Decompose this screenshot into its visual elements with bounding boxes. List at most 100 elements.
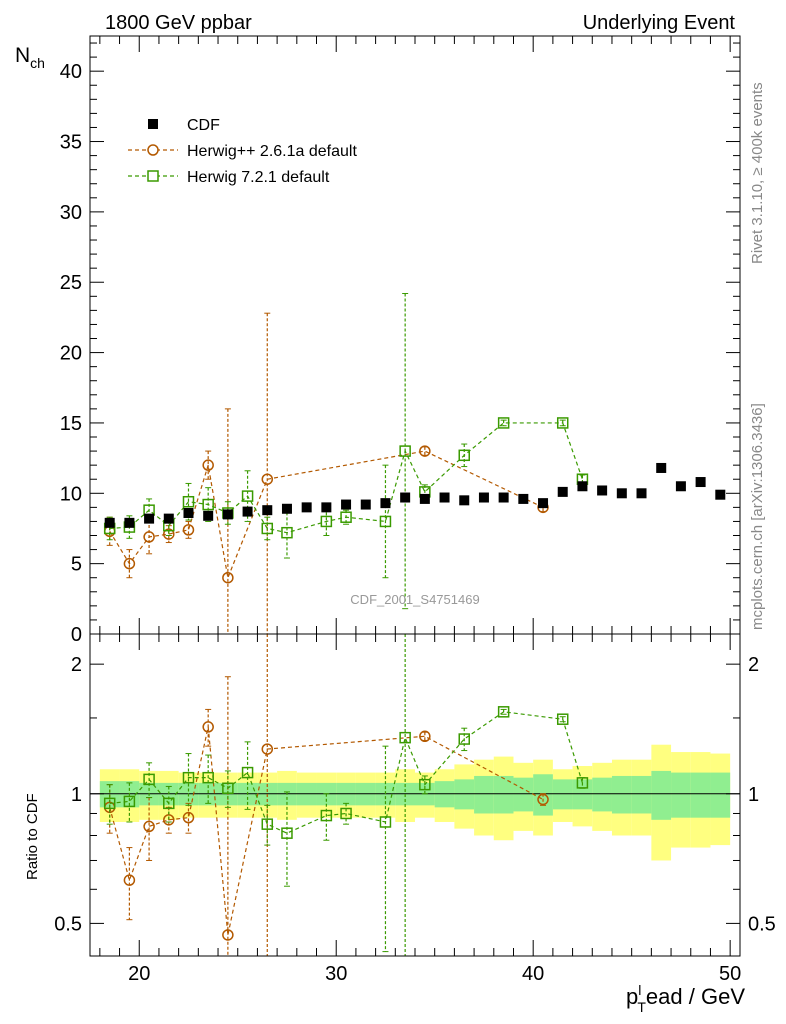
side-mcplots-label: mcplots.cern.ch [arXiv:1306.3436] bbox=[749, 403, 766, 630]
herwigpp-main-point bbox=[123, 557, 136, 570]
cdf-main-point bbox=[419, 493, 430, 504]
herwig7-ratio-point bbox=[320, 809, 333, 822]
cdf-main-point bbox=[183, 507, 194, 518]
ratio-ytick-label-right: 2 bbox=[748, 654, 759, 676]
ratio-band-green bbox=[474, 775, 494, 814]
ratio-ytick-label: 1 bbox=[71, 784, 82, 806]
cdf-main-point bbox=[597, 485, 608, 496]
side-rivet-label: Rivet 3.1.10, ≥ 400k events bbox=[749, 82, 766, 264]
cdf-main-point bbox=[695, 477, 706, 488]
ratio-ylabel: Ratio to CDF bbox=[24, 793, 41, 880]
cdf-main-point bbox=[104, 517, 115, 528]
ratio-xtick-label: 30 bbox=[325, 963, 347, 985]
ratio-band-green bbox=[710, 772, 731, 818]
cdf-main-point bbox=[518, 493, 529, 504]
cdf-main-point bbox=[400, 492, 411, 503]
cdf-main-point bbox=[360, 499, 371, 510]
cdf-main-point bbox=[281, 503, 292, 514]
herwig7-main-point bbox=[202, 498, 214, 511]
herwig7-ratio-point bbox=[576, 777, 589, 789]
ratio-ytick-label-right: 1 bbox=[748, 784, 759, 806]
cdf-main-point bbox=[656, 462, 667, 473]
ratio-ytick-label-right: 0.5 bbox=[748, 913, 776, 935]
ratio-x-axis: 20 30 40 50 bbox=[99, 634, 741, 985]
herwig7-ratio-point bbox=[222, 782, 234, 794]
legend-circle-marker bbox=[147, 144, 159, 156]
herwigpp-ratio-point bbox=[143, 820, 155, 833]
main-panel: 0 5 10 15 20 25 30 35 40 bbox=[60, 35, 741, 646]
header-right-title: Underlying Event bbox=[583, 12, 736, 34]
legend-square-marker bbox=[147, 170, 159, 182]
main-ytick-label: 10 bbox=[60, 483, 82, 505]
herwigpp-ratio-point bbox=[419, 730, 431, 743]
herwigpp-main-point bbox=[182, 524, 195, 536]
cdf-main-point bbox=[262, 505, 273, 516]
ratio-band-green bbox=[513, 777, 534, 812]
main-x-ticks bbox=[99, 36, 731, 634]
header-left-title: 1800 GeV ppbar bbox=[105, 12, 252, 34]
herwig7-main-point bbox=[458, 449, 470, 462]
herwig7-main-point bbox=[182, 495, 195, 508]
ratio-band-green bbox=[552, 779, 573, 810]
herwigpp-ratio-point bbox=[123, 874, 136, 886]
ratio-xtick-label: 40 bbox=[522, 963, 544, 985]
herwig7-main-point bbox=[497, 417, 510, 429]
ratio-band-layer bbox=[90, 744, 740, 861]
ratio-panel: 0.5 0.5 1 1 2 2 20 30 40 50 bbox=[54, 633, 776, 985]
legend: CDF Herwig++ 2.6.1a default Herwig 7.2.1 d… bbox=[128, 117, 357, 186]
cdf-main-point bbox=[301, 502, 312, 513]
ratio-ytick-label: 2 bbox=[71, 654, 82, 676]
cdf-main-point bbox=[478, 492, 489, 503]
main-ylabel: Nch bbox=[15, 44, 45, 71]
ratio-xtick-label: 20 bbox=[128, 963, 150, 985]
cdf-main-point bbox=[203, 510, 214, 521]
herwig7-main-point bbox=[320, 515, 333, 528]
main-y-axis: 0 5 10 15 20 25 30 35 40 bbox=[60, 42, 740, 646]
main-ytick-label: 30 bbox=[60, 202, 82, 224]
ratio-band-green bbox=[671, 772, 691, 818]
main-ytick-label: 40 bbox=[60, 61, 82, 83]
ratio-band-green bbox=[493, 775, 514, 814]
herwig7-ratio-point bbox=[241, 766, 254, 779]
main-ytick-label: 20 bbox=[60, 343, 82, 365]
herwig7-main-point bbox=[241, 490, 254, 502]
herwigpp-main-point bbox=[419, 445, 431, 457]
ratio-xtick-label: 50 bbox=[719, 963, 741, 985]
herwig7-ratio-point bbox=[143, 773, 155, 786]
herwigpp-ratio-point bbox=[182, 811, 195, 824]
cdf-main-point bbox=[380, 498, 391, 509]
ratio-band-green bbox=[651, 770, 672, 820]
herwig7-main-point bbox=[281, 526, 293, 539]
ratio-band-green bbox=[592, 777, 612, 812]
cdf-main-point bbox=[636, 488, 647, 499]
herwig7-ratio-point bbox=[379, 816, 392, 828]
herwig7-ratio-point bbox=[163, 797, 175, 810]
herwig7-ratio-point bbox=[419, 778, 431, 791]
herwigpp-ratio-point bbox=[261, 743, 274, 755]
herwig7-main-point bbox=[379, 515, 392, 528]
cdf-main-point bbox=[498, 492, 509, 503]
herwigpp-ratio-point bbox=[222, 929, 234, 941]
herwigpp-main-point bbox=[163, 528, 175, 540]
ratio-band-green bbox=[631, 775, 652, 814]
cdf-main-point bbox=[144, 513, 155, 524]
cdf-main-point bbox=[124, 517, 135, 528]
herwig7-ratio-point bbox=[556, 713, 569, 725]
herwig7-ratio-point bbox=[103, 797, 116, 810]
cdf-main-point bbox=[163, 513, 174, 524]
cdf-main-point bbox=[341, 499, 352, 510]
cdf-main-point bbox=[616, 488, 627, 499]
herwig7-ratio-point bbox=[281, 827, 293, 839]
herwigpp-main-point bbox=[222, 571, 234, 584]
cdf-main-point bbox=[321, 502, 332, 513]
herwig7-ratio-point bbox=[399, 731, 411, 744]
ratio-y-axis: 0.5 0.5 1 1 2 2 bbox=[54, 654, 776, 935]
herwig7-main-point bbox=[261, 522, 274, 535]
ratio-marks-layer bbox=[103, 634, 589, 956]
herwig7-ratio-point bbox=[497, 706, 510, 718]
legend-entry-label: Herwig 7.2.1 default bbox=[187, 169, 330, 186]
main-ytick-label: 25 bbox=[60, 272, 82, 294]
herwig7-main-point bbox=[399, 445, 411, 457]
legend-entry-label: CDF bbox=[187, 117, 220, 134]
herwigpp-main-point bbox=[202, 459, 214, 471]
